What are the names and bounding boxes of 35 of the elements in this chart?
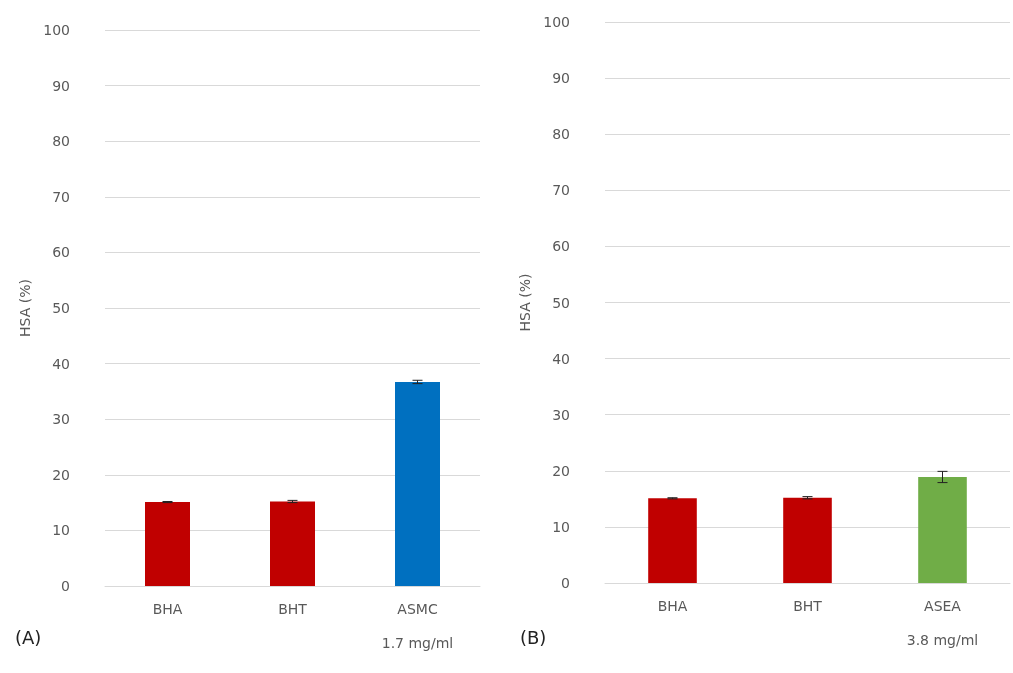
y-tick-label: 70	[552, 182, 570, 199]
y-axis-title: HSA (%)	[17, 279, 34, 337]
x-tick-label: BHA	[152, 601, 183, 617]
text: (B)	[520, 626, 547, 648]
bar	[145, 502, 190, 586]
category-label: ASEA 3.8 mg/ml	[906, 598, 979, 648]
y-tick-label: 30	[552, 406, 570, 423]
x-tick-label: BHT	[793, 598, 823, 614]
y-tick-label: 50	[52, 300, 70, 316]
y-tick-label: 100	[543, 14, 570, 30]
bar	[270, 501, 315, 586]
y-tick-label: 60	[52, 244, 70, 261]
x-tick-label: BHT	[278, 601, 308, 617]
y-tick-label: 60	[552, 238, 570, 255]
category-label: ASMC 1.7 mg/ml	[381, 601, 454, 651]
y-tick-label: 10	[552, 518, 570, 535]
y-tick-label: 70	[52, 188, 70, 205]
y-tick-label: 0	[561, 575, 570, 591]
y-tick-label: 20	[552, 462, 570, 479]
y-tick-label: 90	[552, 70, 570, 87]
y-tick-label: 20	[52, 466, 70, 483]
y-tick-label: 0	[61, 578, 70, 594]
y-tick-label: 100	[43, 22, 70, 38]
y-tick-label: 50	[552, 294, 570, 311]
y-tick-label: 80	[52, 133, 70, 150]
bar	[395, 381, 440, 586]
y-tick-label: 30	[52, 411, 70, 428]
text: (A)	[15, 626, 42, 648]
y-axis-title: HSA (%)	[517, 273, 534, 332]
y-tick-label: 90	[52, 77, 70, 94]
y-tick-label: 40	[552, 350, 570, 367]
y-tick-label: 80	[552, 126, 570, 143]
y-tick-label: 10	[52, 522, 70, 539]
y-tick-label: 40	[52, 355, 70, 372]
x-tick-label: BHA	[657, 598, 688, 614]
